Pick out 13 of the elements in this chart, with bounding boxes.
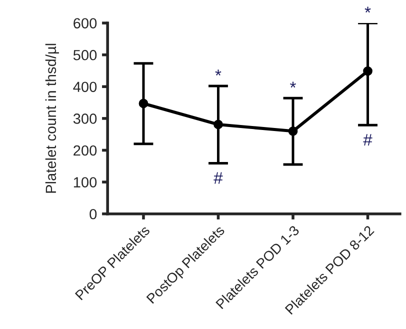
y-tick-label: 200 (74, 145, 97, 156)
annotation: * (215, 70, 222, 76)
annotation: * (290, 82, 296, 88)
y-tick-label: 500 (73, 50, 97, 60)
annotation: # (214, 172, 223, 184)
annotation: # (363, 134, 372, 146)
y-tick-label: 100 (74, 177, 97, 188)
y-axis-title: Platelet count in thsd/µl (45, 44, 59, 193)
annotation: * (364, 6, 371, 13)
y-tick-label: 600 (74, 18, 97, 28)
y-tick-label: 0 (90, 208, 97, 220)
y-tick-label: 300 (73, 114, 97, 124)
y-tick-label: 400 (73, 82, 97, 92)
